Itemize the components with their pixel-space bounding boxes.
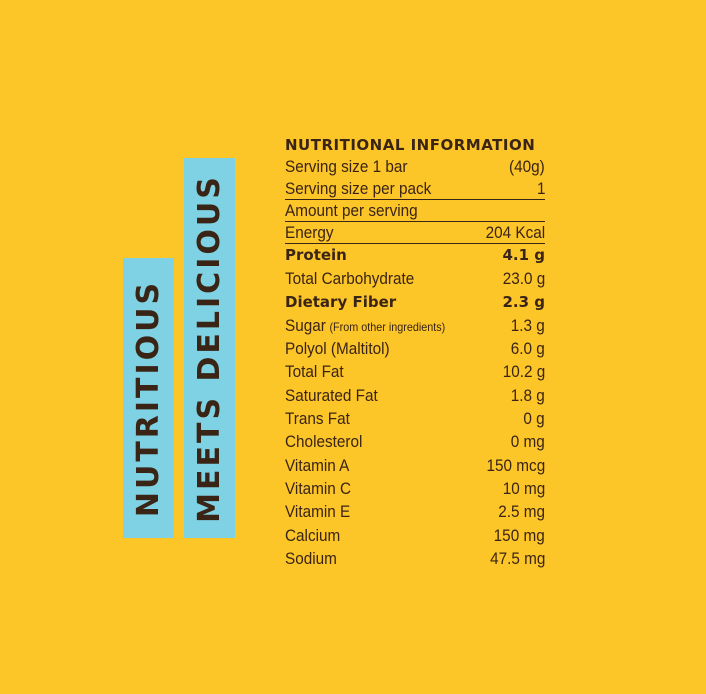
nutrient-label: Dietary Fiber (285, 291, 396, 314)
nutrient-list: Protein 4.1 g Total Carbohydrate 23.0 g Diet… (285, 244, 545, 570)
nutrient-name: Polyol (Maltitol) (285, 339, 390, 359)
nutrient-row: Vitamin E 2.5 mg (285, 500, 545, 523)
nutrient-value: 23.0 g (502, 269, 545, 289)
energy-row: Energy 204 Kcal (285, 222, 545, 244)
nutrient-row: Cholesterol 0 mg (285, 430, 545, 453)
nutrient-value: 1.3 g (510, 315, 545, 335)
nutrient-row: Vitamin C 10 mg (285, 477, 545, 500)
nutritious-banner: NUTRITIOUS (123, 258, 174, 538)
nutrient-value: 10.2 g (502, 362, 545, 382)
serving-size-label: Serving size 1 bar (285, 157, 408, 176)
nutrient-label: Sodium (285, 547, 337, 570)
nutrient-row: Total Fat 10.2 g (285, 360, 545, 383)
nutrient-label: Vitamin E (285, 500, 350, 523)
nutrient-name: Vitamin E (285, 502, 351, 522)
energy-value: 204 Kcal (485, 223, 545, 242)
serving-per-pack-value: 1 (536, 179, 545, 198)
nutrient-value: 2.3 g (502, 292, 545, 311)
nutrient-row: Protein 4.1 g (285, 244, 545, 267)
nutrient-value: 0 g (523, 409, 545, 429)
nutrient-row: Saturated Fat 1.8 g (285, 384, 545, 407)
nutrient-label: Total Carbohydrate (285, 267, 414, 290)
nutrient-label: Calcium (285, 524, 340, 547)
nutrient-name: Sugar (285, 315, 326, 335)
nutrient-name: Sodium (285, 548, 337, 568)
nutrient-value: 1.8 g (510, 385, 545, 405)
panel-title: NUTRITIONAL INFORMATION (285, 136, 536, 154)
nutrient-label: Polyol (Maltitol) (285, 337, 390, 360)
nutrient-name: Protein (285, 246, 347, 264)
energy-label: Energy (285, 223, 334, 242)
nutrient-value: 0 mg (510, 432, 545, 452)
amount-per-serving-row: Amount per serving (285, 200, 545, 222)
nutrient-row: Sugar (From other ingredients) 1.3 g (285, 314, 545, 337)
nutritious-text: NUTRITIOUS (131, 279, 167, 517)
nutrient-row: Vitamin A 150 mcg (285, 454, 545, 477)
nutrient-name: Vitamin A (285, 455, 350, 475)
serving-per-pack-row: Serving size per pack 1 (285, 178, 545, 200)
nutrient-name: Saturated Fat (285, 385, 378, 405)
serving-size-value: (40g) (509, 157, 545, 176)
nutrient-label: Sugar (From other ingredients) (285, 314, 445, 339)
nutrient-row: Trans Fat 0 g (285, 407, 545, 430)
nutrient-name: Total Carbohydrate (285, 269, 415, 289)
nutrient-value: 150 mcg (486, 455, 545, 475)
nutrient-label: Saturated Fat (285, 384, 378, 407)
nutrient-value: 4.1 g (502, 246, 545, 264)
nutrient-value: 47.5 mg (489, 548, 545, 568)
nutrient-value: 10 mg (502, 478, 545, 498)
nutrient-label: Trans Fat (285, 407, 350, 430)
nutrient-name: Calcium (285, 525, 341, 545)
nutrient-name: Cholesterol (285, 432, 363, 452)
amount-per-serving-label: Amount per serving (285, 201, 418, 220)
nutrient-name: Dietary Fiber (285, 292, 397, 311)
nutrient-row: Sodium 47.5 mg (285, 547, 545, 570)
nutrient-label: Total Fat (285, 360, 344, 383)
nutrient-name: Trans Fat (285, 409, 350, 429)
nutrient-name: Vitamin C (285, 478, 352, 498)
serving-per-pack-label: Serving size per pack (285, 179, 432, 198)
nutrient-note: (From other ingredients) (329, 319, 446, 334)
meets-delicious-text: MEETS DELICIOUS (192, 173, 227, 523)
nutrient-row: Polyol (Maltitol) 6.0 g (285, 337, 545, 360)
nutrient-row: Calcium 150 mg (285, 524, 545, 547)
nutrient-label: Protein (285, 244, 347, 267)
nutrient-label: Vitamin C (285, 477, 351, 500)
nutrition-facts-panel: NUTRITIONAL INFORMATION Serving size 1 b… (285, 134, 545, 570)
nutrient-label: Cholesterol (285, 430, 362, 453)
meets-delicious-banner: MEETS DELICIOUS (184, 158, 235, 538)
nutrient-label: Vitamin A (285, 454, 349, 477)
serving-size-row: Serving size 1 bar (40g) (285, 156, 545, 178)
nutrient-value: 2.5 mg (498, 502, 545, 522)
nutrient-row: Dietary Fiber 2.3 g (285, 291, 545, 314)
nutrient-value: 6.0 g (510, 339, 545, 359)
nutrient-row: Total Carbohydrate 23.0 g (285, 267, 545, 290)
nutrient-value: 150 mg (493, 525, 545, 545)
nutrient-name: Total Fat (285, 362, 344, 382)
